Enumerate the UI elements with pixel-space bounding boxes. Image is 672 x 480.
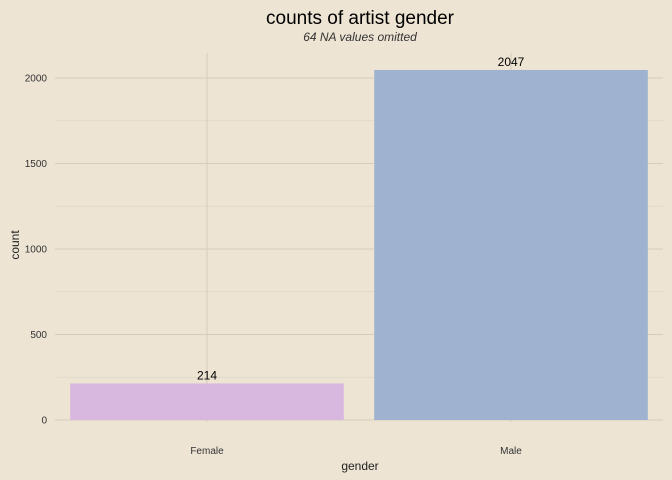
data-label-female: 214: [197, 368, 217, 382]
y-tick-label: 1000: [25, 245, 48, 256]
y-tick-label: 1500: [25, 159, 48, 170]
y-axis-title: count: [8, 230, 22, 260]
chart-subtitle: 64 NA values omitted: [303, 30, 417, 44]
x-axis-ticks: Female Male: [190, 446, 522, 457]
chart-title: counts of artist gender: [266, 8, 455, 29]
x-axis-title: gender: [341, 459, 378, 473]
data-label-male: 2047: [498, 55, 525, 69]
x-tick-label: Female: [190, 446, 224, 457]
bar-female: [70, 383, 344, 420]
y-tick-label: 500: [30, 330, 47, 341]
data-labels: 214 2047: [197, 55, 525, 382]
bars: [70, 69, 648, 420]
x-tick-label: Male: [500, 446, 522, 457]
y-tick-label: 0: [41, 416, 47, 427]
bar-male: [374, 69, 648, 420]
y-axis-ticks: 0 500 1000 1500 2000: [25, 74, 48, 427]
y-tick-label: 2000: [25, 74, 48, 85]
